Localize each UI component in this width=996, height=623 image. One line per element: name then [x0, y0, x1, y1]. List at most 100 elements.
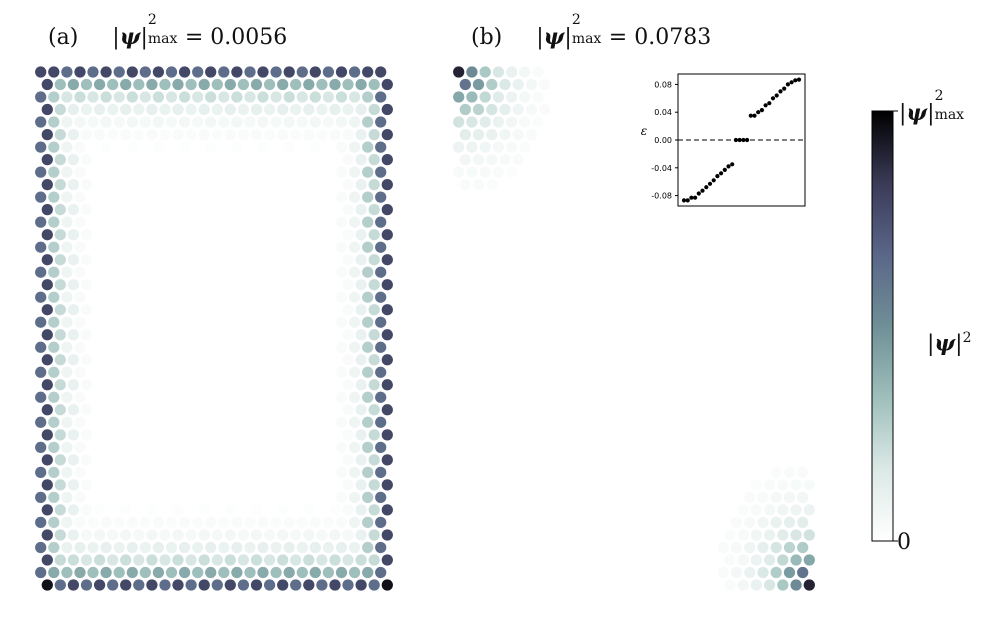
lattice-site — [67, 78, 80, 91]
energy-point — [719, 171, 724, 176]
lattice-site — [35, 141, 47, 153]
lattice-site — [80, 329, 93, 341]
lattice-site — [348, 516, 361, 529]
lattice-site — [35, 466, 47, 479]
lattice-site — [61, 516, 73, 529]
lattice-site — [152, 541, 165, 554]
lattice-site — [205, 566, 217, 579]
lattice-site — [74, 466, 86, 479]
lattice-site — [185, 529, 197, 541]
lattice-site — [35, 416, 47, 428]
lattice-site — [80, 78, 93, 91]
lattice-site — [342, 454, 354, 466]
lattice-site — [283, 91, 295, 103]
lattice-site — [80, 153, 93, 166]
lattice-site — [74, 166, 86, 178]
lattice-site — [211, 103, 223, 116]
lattice-site — [348, 341, 361, 353]
lattice-site — [257, 91, 269, 103]
lattice-site — [790, 554, 802, 566]
lattice-site — [466, 66, 478, 78]
lattice-site — [316, 579, 328, 591]
lattice-site — [348, 291, 361, 303]
lattice-site — [198, 78, 210, 91]
lattice-site — [322, 566, 335, 579]
lattice-site — [303, 554, 315, 566]
lattice-site — [368, 454, 380, 466]
lattice-site — [87, 66, 99, 78]
lattice-site — [35, 91, 47, 103]
lattice-site — [492, 66, 505, 78]
lattice-site — [744, 491, 756, 504]
lattice-site — [381, 304, 393, 316]
lattice-site — [218, 516, 230, 529]
energy-point — [693, 195, 698, 200]
energy-point — [741, 137, 746, 143]
lattice-site — [270, 91, 282, 103]
lattice-site — [790, 479, 802, 491]
lattice-site — [100, 541, 112, 554]
lattice-site — [48, 316, 60, 328]
lattice-site — [198, 103, 210, 116]
lattice-site — [368, 429, 380, 441]
lattice-site — [41, 229, 53, 241]
lattice-site — [783, 491, 796, 504]
lattice-site — [93, 529, 106, 541]
lattice-site — [165, 66, 178, 78]
lattice-site — [770, 516, 782, 529]
lattice-site — [342, 554, 354, 566]
lattice-site — [185, 78, 197, 91]
lattice-site — [93, 78, 106, 91]
energy-point — [704, 185, 709, 190]
lattice-site — [375, 391, 387, 403]
lattice-site — [231, 116, 243, 128]
lattice-site — [355, 103, 367, 116]
lattice-site — [48, 116, 60, 128]
lattice-site — [263, 128, 276, 141]
lattice-site — [381, 254, 393, 266]
lattice-site — [532, 116, 544, 128]
lattice-site — [309, 516, 321, 529]
lattice-site — [375, 316, 387, 328]
lattice-site — [368, 178, 380, 191]
lattice-site — [381, 78, 393, 91]
lattice-site — [126, 516, 138, 529]
lattice-site — [335, 316, 348, 328]
lattice-site — [342, 304, 354, 316]
lattice-site — [74, 266, 86, 278]
lattice-site — [54, 579, 66, 591]
lattice-site — [41, 178, 53, 191]
lattice-site — [54, 479, 66, 491]
lattice-site — [362, 366, 374, 378]
lattice-site — [283, 516, 295, 529]
lattice-site — [185, 103, 197, 116]
lattice-site — [505, 166, 518, 178]
lattice-site — [368, 203, 380, 216]
lattice-site — [87, 116, 99, 128]
lattice-site — [717, 566, 729, 579]
lattice-site — [35, 391, 47, 403]
lattice-site — [362, 316, 374, 328]
lattice-site — [368, 504, 380, 516]
lattice-site — [198, 128, 210, 141]
lattice-site — [309, 91, 321, 103]
lattice-site — [54, 354, 66, 366]
lattice-site — [41, 429, 53, 441]
lattice-site — [777, 504, 789, 516]
lattice-site — [335, 141, 348, 153]
lattice-site — [737, 504, 749, 516]
lattice-site — [368, 103, 380, 116]
lattice-site — [48, 541, 60, 554]
lattice-site — [342, 379, 354, 391]
energy-point — [737, 137, 742, 143]
colorbar — [871, 110, 898, 542]
lattice-site — [192, 116, 204, 128]
lattice-site — [355, 78, 367, 91]
lattice-site — [342, 279, 354, 291]
lattice-site — [41, 329, 53, 341]
lattice-site — [381, 554, 393, 566]
lattice-site — [100, 566, 112, 579]
lattice-site — [322, 91, 335, 103]
lattice-site — [381, 128, 393, 141]
lattice-site — [48, 391, 60, 403]
